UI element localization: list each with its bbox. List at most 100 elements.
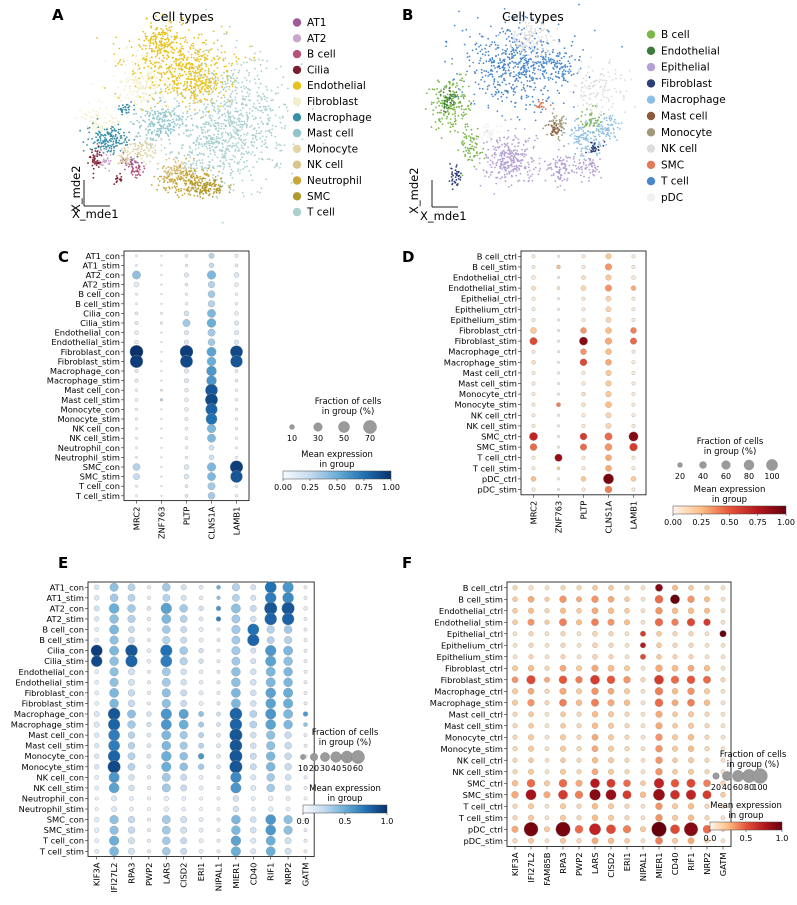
dot-cilia-con-clns1a (207, 309, 216, 318)
dot-epithelium-ctrl-pltp (581, 307, 586, 312)
gene-label-lars: LARS (590, 853, 600, 875)
dot-epithelium-stim-rif1 (688, 654, 694, 660)
dot-smc-ctrl-mrc2 (529, 432, 538, 441)
dot-mast-cell-con-nrp2 (284, 731, 292, 739)
dot-t-cell-con-mier1 (230, 835, 242, 846)
dot-monocyte-con-cisd2 (179, 752, 188, 761)
dot-nk-cell-stim-fam85b (544, 769, 550, 775)
dot-macrophage-stim-mier1 (654, 698, 664, 707)
dot-cilia-con-ifi27l2 (109, 645, 119, 656)
dot-mast-cell-ctrl-lamb1 (631, 370, 636, 375)
dot-monocyte-con-mrc2 (134, 407, 139, 411)
legend-b-label-epithelial: Epithelial (661, 62, 710, 74)
gene-label-pltp: PLTP (579, 501, 589, 520)
dot-monocyte-stim-rif1 (687, 745, 695, 752)
dot-cilia-con-rpa3 (125, 644, 138, 657)
dot-endothelial-ctrl-znf763 (557, 276, 560, 279)
dot-epithelium-stim-eri1 (624, 654, 630, 660)
dot-mast-cell-stim-clns1a (605, 380, 612, 387)
dot-macrophage-con-rif1 (265, 708, 277, 720)
dot-endothelial-stim-clns1a (207, 338, 216, 346)
dot-smc-stim-kif3a (511, 791, 519, 799)
size-legend-title: in group (%) (319, 738, 372, 748)
dot-macrophage-con-cisd2 (178, 709, 189, 719)
dot-t-cell-con-nrp2 (284, 837, 292, 845)
dot-at1-stim-ifi27l2 (109, 593, 119, 603)
dot-b-cell-stim-pwp2 (147, 638, 151, 642)
dot-epithelial-ctrl-mier1 (656, 631, 662, 637)
dot-t-cell-stim-fam85b (544, 815, 550, 821)
dot-smc-con-rpa3 (127, 816, 136, 824)
dot-at1-stim-lars (162, 594, 171, 602)
dot-epithelium-ctrl-cisd2 (608, 642, 614, 648)
dot-nk-cell-stim-clns1a (605, 423, 612, 429)
umap-b-cluster-epithelial (571, 147, 602, 182)
dot-smc-con-gatm (303, 817, 308, 822)
row-label-b-cell-con: B cell_con (42, 625, 84, 635)
dot-fibroblast-con-kif3a (94, 690, 99, 696)
dot-t-cell-stim-znf763 (556, 466, 561, 471)
dot-macrophage-stim-mrc2 (531, 360, 536, 365)
gene-label-eri1: ERI1 (622, 853, 632, 872)
dot-nk-cell-con-ifi27l2 (108, 771, 120, 783)
dot-at1-stim-nipal1 (216, 595, 221, 600)
dot-at1-con-cd40 (250, 584, 257, 591)
dot-fibroblast-stim-pwp2 (575, 676, 583, 684)
legend-a-label-at1: AT1 (307, 17, 326, 29)
dot-fibroblast-stim-nrp2 (703, 675, 711, 684)
dot-monocyte-ctrl-eri1 (624, 734, 630, 740)
dot-t-cell-stim-clns1a (207, 492, 216, 500)
umap-a-cluster-smc (174, 175, 232, 200)
dot-at1-stim-gatm (303, 595, 308, 600)
dot-epithelium-ctrl-cd40 (672, 642, 678, 648)
dot-at2-con-nipal1 (215, 605, 222, 611)
dot-t-cell-stim-cd40 (250, 848, 257, 855)
row-label-nk-cell-stim: NK cell_stim (452, 767, 503, 777)
dot-smc-con-pwp2 (147, 817, 151, 822)
umap-b-cluster-fibroblast (448, 163, 462, 191)
dot-b-cell-stim-nrp2 (284, 636, 293, 645)
dot-macrophage-stim-eri1 (623, 699, 631, 706)
dot-epithelial-ctrl-nrp2 (704, 631, 710, 637)
dot-b-cell-ctrl-znf763 (557, 254, 560, 258)
dot-epithelium-stim-clns1a (605, 317, 612, 323)
dot-endothelial-con-lamb1 (234, 330, 239, 336)
dot-macrophage-ctrl-lamb1 (631, 349, 636, 354)
dot-cilia-stim-eri1 (198, 658, 204, 664)
dot-smc-stim-ifi27l2 (109, 825, 119, 835)
dot-smc-con-nrp2 (283, 815, 293, 825)
row-label-b-cell-con: B cell_con (78, 289, 120, 299)
dot-nk-cell-stim-kif3a (512, 769, 518, 775)
dot-at1-con-kif3a (94, 584, 100, 590)
size-legend-value: 20 (309, 764, 319, 773)
dot-smc-stim-znf763 (557, 445, 560, 449)
dot-t-cell-stim-nipal1 (216, 849, 221, 854)
dot-t-cell-ctrl-gatm (720, 803, 726, 809)
dot-fibroblast-con-nipal1 (216, 691, 221, 695)
dot-nk-cell-stim-nipal1 (216, 786, 221, 790)
dot-endothelial-stim-gatm (720, 619, 726, 625)
dot-neutrophil-con-eri1 (199, 796, 203, 801)
gene-label-fam85b: FAM85B (542, 852, 552, 885)
dot-t-cell-ctrl-ifi27l2 (528, 803, 534, 810)
dot-at2-con-lars (160, 602, 172, 614)
dot-mast-cell-stim-rif1 (688, 722, 694, 729)
dot-cilia-con-kif3a (90, 644, 103, 657)
dot-neutrophil-stim-clns1a (208, 454, 215, 461)
color-legend-title: Mean expression (694, 485, 766, 495)
dot-nk-cell-ctrl-fam85b (544, 757, 550, 763)
dot-mast-cell-ctrl-clns1a (605, 369, 612, 376)
dot-cilia-con-pwp2 (146, 648, 152, 653)
dot-mast-cell-stim-cd40 (672, 723, 678, 729)
row-label-endothelial-stim: Endothelial_stim (448, 283, 517, 293)
legend-a-marker-t-cell (292, 207, 302, 217)
dot-neutrophil-con-mrc2 (135, 446, 138, 450)
panel-b-axes-corner (431, 180, 458, 208)
dot-nk-cell-ctrl-lars (591, 757, 599, 764)
umap-b-cluster-t-cell (444, 3, 623, 122)
size-legend-dot (289, 424, 295, 430)
dot-pdc-stim-rpa3 (560, 837, 566, 844)
dot-t-cell-stim-rif1 (265, 846, 276, 857)
